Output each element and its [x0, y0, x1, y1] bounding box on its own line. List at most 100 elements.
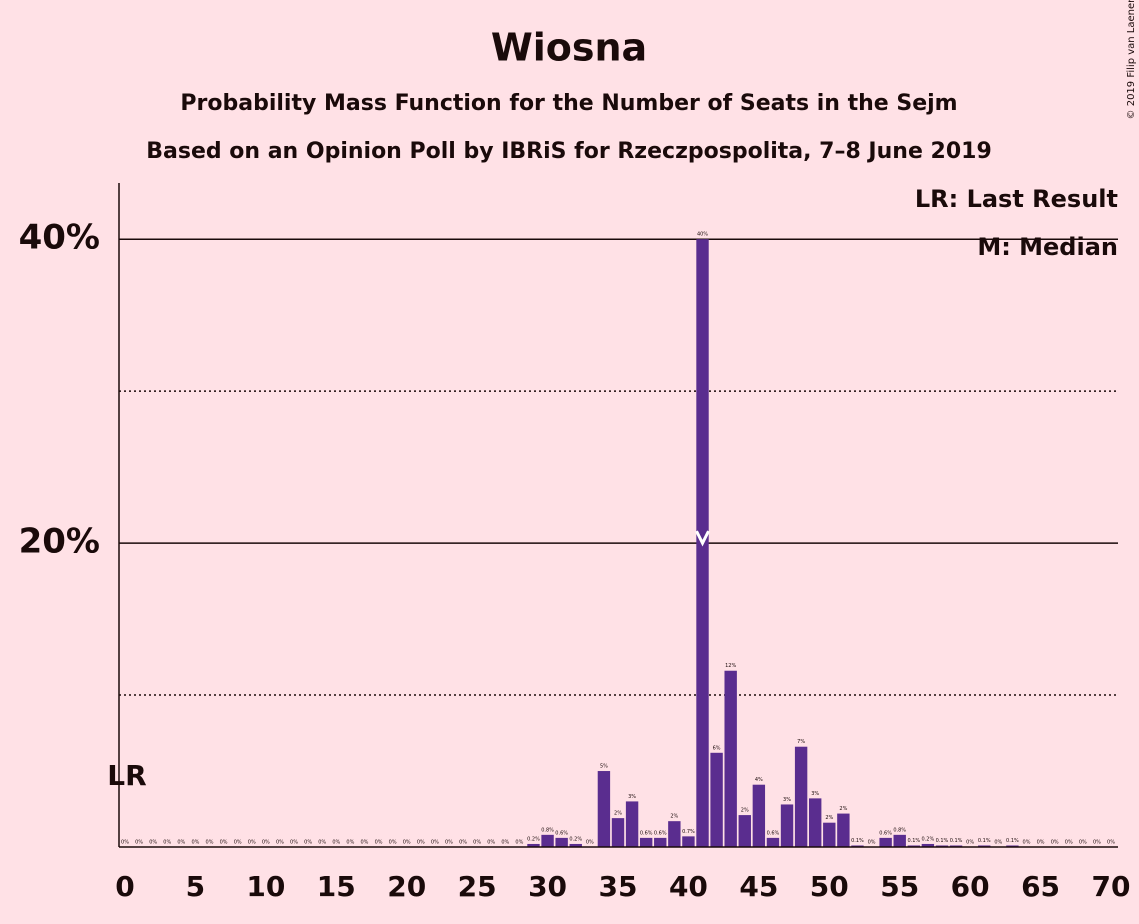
- value-label: 2%: [670, 814, 678, 820]
- value-label: 0.6%: [555, 830, 568, 836]
- value-label: 0%: [149, 840, 157, 846]
- chart-title: Wiosna: [491, 26, 647, 70]
- value-label: 0%: [177, 840, 185, 846]
- value-label: 0%: [1079, 840, 1087, 846]
- bar: [625, 801, 639, 847]
- x-tick-label: 65: [1021, 870, 1060, 903]
- x-tick-label: 50: [810, 870, 849, 903]
- value-label: 0%: [868, 840, 876, 846]
- value-label: 0.8%: [541, 827, 554, 833]
- value-label: 0.2%: [569, 836, 582, 842]
- value-label: 12%: [725, 663, 736, 669]
- value-label: 0%: [360, 840, 368, 846]
- value-label: 0.8%: [893, 827, 906, 833]
- value-label: 0.1%: [978, 838, 991, 844]
- value-label: 0%: [262, 840, 270, 846]
- value-label: 40%: [697, 232, 708, 238]
- bar: [851, 845, 864, 847]
- bar: [639, 837, 653, 847]
- last-result-label: LR: [107, 759, 146, 792]
- value-label: 0%: [431, 840, 439, 846]
- x-tick-label: 35: [599, 870, 638, 903]
- value-label: 0.1%: [851, 838, 864, 844]
- value-label: 0%: [1065, 840, 1073, 846]
- x-tick-label: 0: [115, 870, 134, 903]
- value-label: 2%: [614, 811, 622, 817]
- x-tick-label: 70: [1092, 870, 1131, 903]
- value-label: 0.6%: [879, 830, 892, 836]
- value-label: 5%: [600, 764, 608, 770]
- x-tick-label: 25: [458, 870, 497, 903]
- value-label: 0%: [234, 840, 242, 846]
- legend-entry: M: Median: [977, 233, 1118, 261]
- value-label: 0%: [515, 840, 523, 846]
- bar: [766, 837, 780, 847]
- bar: [823, 822, 836, 847]
- legend-entry: LR: Last Result: [915, 185, 1118, 213]
- value-label: 7%: [797, 739, 805, 745]
- chart-subtitle: Probability Mass Function for the Number…: [180, 91, 957, 116]
- y-tick-label: 20%: [19, 522, 100, 562]
- x-tick-label: 15: [317, 870, 356, 903]
- bar: [569, 843, 582, 847]
- value-label: 0%: [191, 840, 199, 846]
- value-label: 0.6%: [767, 830, 780, 836]
- value-label: 0.6%: [654, 830, 667, 836]
- x-tick-label: 45: [739, 870, 778, 903]
- value-label: 3%: [811, 791, 819, 797]
- bar: [879, 837, 892, 847]
- bar: [809, 798, 822, 847]
- bar: [527, 843, 540, 847]
- bar: [738, 815, 751, 847]
- value-label: 0%: [1107, 840, 1115, 846]
- value-label: 0%: [1037, 840, 1045, 846]
- value-label: 0%: [445, 840, 453, 846]
- x-tick-label: 5: [186, 870, 205, 903]
- value-label: 0.7%: [682, 829, 695, 835]
- x-tick-label: 20: [387, 870, 426, 903]
- bar: [935, 845, 949, 847]
- value-label: 0%: [403, 840, 411, 846]
- value-label: 4%: [755, 777, 763, 783]
- bar: [611, 818, 625, 847]
- bar: [752, 784, 766, 847]
- value-label: 2%: [741, 808, 749, 814]
- bar: [949, 845, 963, 847]
- bar: [654, 837, 667, 847]
- value-label: 0.2%: [922, 836, 935, 842]
- value-label: 0%: [473, 840, 481, 846]
- median-marker: [695, 530, 710, 547]
- value-label: 0%: [276, 840, 284, 846]
- value-label: 0%: [163, 840, 171, 846]
- value-label: 0%: [375, 840, 383, 846]
- y-tick-label: 40%: [19, 218, 100, 258]
- value-label: 0%: [135, 840, 143, 846]
- value-label: 0%: [121, 840, 129, 846]
- value-label: 0%: [417, 840, 425, 846]
- x-tick-label: 55: [880, 870, 919, 903]
- bar: [555, 837, 568, 847]
- bar: [978, 845, 991, 847]
- bar: [1006, 845, 1019, 847]
- x-tick-label: 40: [669, 870, 708, 903]
- value-label: 0%: [994, 840, 1002, 846]
- value-label: 3%: [783, 797, 791, 803]
- bar: [710, 752, 723, 847]
- copyright: © 2019 Filip van Laenen: [1126, 0, 1137, 119]
- bar: [837, 813, 850, 847]
- value-label: 0.1%: [936, 838, 949, 844]
- value-label: 0%: [220, 840, 228, 846]
- value-label: 0.1%: [1006, 838, 1019, 844]
- value-label: 0%: [459, 840, 467, 846]
- value-label: 0%: [487, 840, 495, 846]
- x-tick-label: 30: [528, 870, 567, 903]
- bar: [794, 746, 808, 847]
- value-label: 0%: [248, 840, 256, 846]
- value-label: 0%: [290, 840, 298, 846]
- value-label: 0%: [966, 840, 974, 846]
- value-label: 0%: [304, 840, 312, 846]
- value-label: 0%: [206, 840, 214, 846]
- chart-subtitle: Based on an Opinion Poll by IBRiS for Rz…: [146, 139, 992, 164]
- value-label: 0%: [346, 840, 354, 846]
